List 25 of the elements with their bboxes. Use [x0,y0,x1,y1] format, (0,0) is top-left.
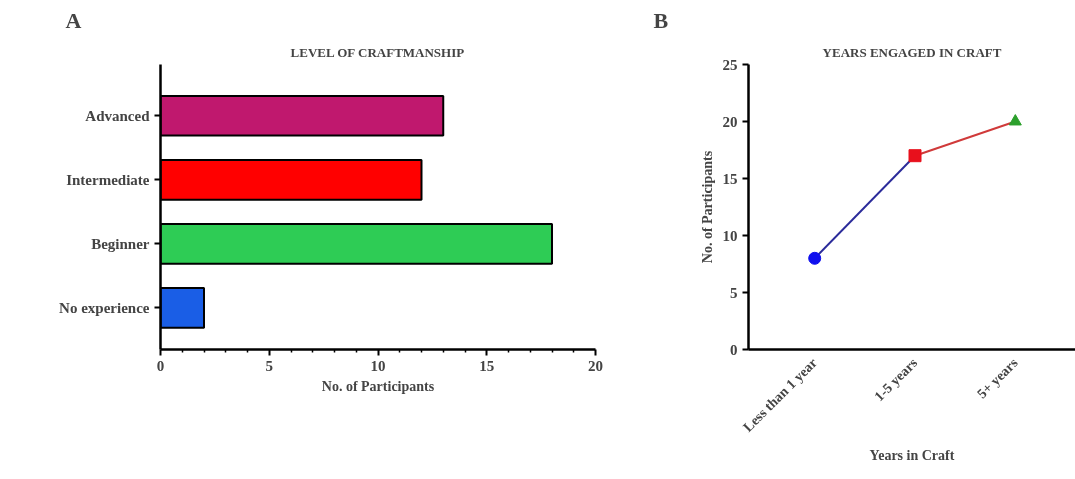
x-tick-label: 15 [479,357,495,374]
y-tick-label: 20 [722,113,738,130]
y-axis-title: No. of Participants [699,150,715,264]
chart-title: YEARS ENGAGED IN CRAFT [822,44,1002,60]
text: B [653,7,669,33]
y-tick-label: Intermediate [66,171,150,188]
chart-title: LEVEL OF CRAFTMANSHIP [290,44,465,60]
y-tick-label: Beginner [91,235,150,252]
y-tick-label: 5 [730,284,738,301]
x-tick-label: 20 [588,357,603,374]
y-tick-label: No experience [59,299,150,316]
x-axis-title: No. of Participants [321,378,435,394]
y-tick-label: 10 [722,227,738,244]
point [1008,114,1022,126]
point [908,149,922,163]
x-tick-label: 0 [156,357,165,374]
point [808,251,822,265]
text: A [65,7,82,33]
y-tick-label: Advanced [85,107,151,124]
x-tick-label: 10 [370,357,386,374]
x-axis-title: Years in Craft [869,448,955,464]
x-tick-label: 5 [265,357,273,374]
y-tick-label: 15 [722,170,738,187]
y-tick-label: 0 [730,341,738,358]
y-tick-label: 25 [722,56,738,73]
